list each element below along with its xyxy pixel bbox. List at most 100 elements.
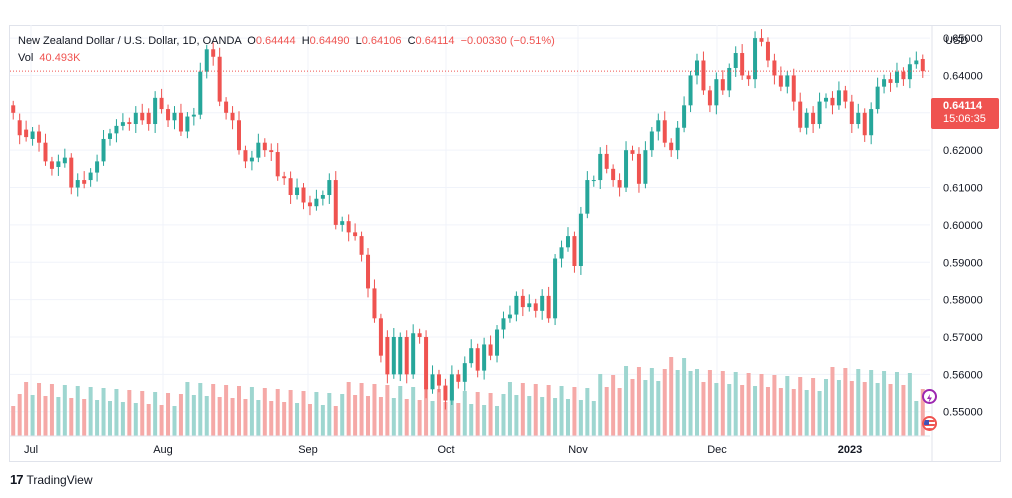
candle[interactable] [669,138,674,157]
symbol-title[interactable]: New Zealand Dollar / U.S. Dollar, 1D, OA… [18,35,242,47]
candle[interactable] [572,231,577,273]
candle[interactable] [101,129,106,166]
candle[interactable] [630,145,635,161]
candle[interactable] [798,92,803,133]
candle[interactable] [649,127,654,157]
candle[interactable] [288,171,293,204]
candle[interactable] [37,124,42,152]
candle[interactable] [56,154,61,176]
candle[interactable] [553,254,558,326]
candle[interactable] [469,339,474,368]
lightning-icon[interactable] [922,389,937,404]
candle[interactable] [475,343,480,378]
candle[interactable] [417,328,422,344]
candle[interactable] [107,128,112,146]
candle[interactable] [482,337,487,380]
candle[interactable] [11,100,16,120]
candle[interactable] [159,88,164,114]
candle[interactable] [707,85,712,113]
candle[interactable] [282,171,287,185]
candle[interactable] [366,248,371,298]
candle[interactable] [191,107,196,126]
candle[interactable] [17,113,22,145]
candle[interactable] [720,70,725,95]
candle[interactable] [540,289,545,320]
candle[interactable] [862,108,867,142]
candle[interactable] [656,113,661,141]
candle[interactable] [49,156,54,176]
candle[interactable] [69,153,74,195]
candle[interactable] [256,133,261,163]
candle[interactable] [114,119,119,143]
candle[interactable] [882,74,887,94]
candle[interactable] [714,72,719,115]
candle[interactable] [88,168,93,187]
candle[interactable] [533,298,538,318]
candle[interactable] [785,70,790,94]
brand-name[interactable]: TradingView [26,472,93,487]
candle[interactable] [695,53,699,85]
candle[interactable] [488,335,493,361]
candle[interactable] [611,164,616,187]
candle[interactable] [617,173,622,197]
candle[interactable] [753,31,758,89]
candle[interactable] [378,313,383,363]
candle[interactable] [237,111,241,155]
candle[interactable] [198,62,203,120]
candle[interactable] [411,324,416,379]
candle[interactable] [307,195,312,216]
candle[interactable] [688,70,693,113]
candle[interactable] [359,231,364,262]
candle[interactable] [327,173,332,204]
candle[interactable] [559,240,564,268]
candle[interactable] [907,57,912,89]
candle[interactable] [43,133,48,166]
candle[interactable] [340,216,345,232]
candle[interactable] [301,183,306,210]
candle[interactable] [372,279,377,323]
candle[interactable] [314,189,319,211]
candle[interactable] [295,178,300,200]
candle[interactable] [727,63,732,98]
candle[interactable] [243,145,248,169]
candle[interactable] [682,96,687,133]
candle[interactable] [778,66,783,92]
candle[interactable] [843,85,848,109]
candle[interactable] [501,311,506,339]
candle[interactable] [204,44,209,79]
candle[interactable] [140,103,145,125]
candle[interactable] [333,171,338,230]
candle[interactable] [172,106,177,130]
candle[interactable] [95,154,100,182]
candle[interactable] [346,214,351,242]
candle[interactable] [217,47,222,107]
candle[interactable] [185,112,190,139]
candle[interactable] [495,325,500,363]
candle[interactable] [772,53,777,85]
candle[interactable] [120,113,125,131]
candle[interactable] [178,103,183,136]
candle[interactable] [920,54,925,78]
candle[interactable] [591,175,596,187]
candle[interactable] [914,51,919,69]
candle[interactable] [75,173,80,197]
candle[interactable] [520,289,525,317]
candle[interactable] [791,68,796,111]
candle[interactable] [565,227,570,252]
candle[interactable] [856,103,861,129]
candle[interactable] [30,127,35,146]
candle[interactable] [624,141,629,193]
candle[interactable] [662,111,667,148]
candle[interactable] [127,117,132,131]
candle[interactable] [269,143,274,162]
candle[interactable] [391,328,396,379]
candle[interactable] [385,330,390,384]
candle[interactable] [811,106,816,133]
candle[interactable] [604,144,609,174]
candle[interactable] [62,148,67,168]
candle[interactable] [224,97,229,120]
candle[interactable] [424,330,429,399]
candle[interactable] [24,120,29,142]
candle[interactable] [514,291,519,322]
